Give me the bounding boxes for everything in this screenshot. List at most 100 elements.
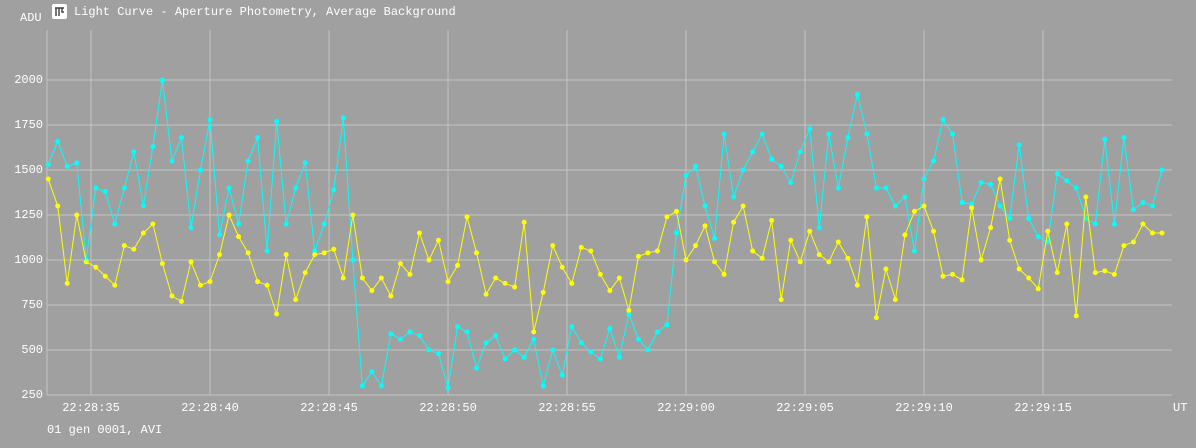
data-point <box>902 232 908 238</box>
data-point <box>807 126 813 132</box>
data-point <box>845 135 851 141</box>
data-point <box>978 257 984 263</box>
x-tick-label: 22:29:00 <box>657 401 715 415</box>
x-tick-label: 22:28:40 <box>181 401 239 415</box>
data-point <box>616 354 622 360</box>
data-point <box>198 282 204 288</box>
data-point <box>1064 178 1070 184</box>
data-point <box>578 244 584 250</box>
data-point <box>597 356 603 362</box>
data-point <box>178 298 184 304</box>
data-point <box>816 225 822 231</box>
data-point <box>445 279 451 285</box>
data-point <box>816 252 822 258</box>
data-point <box>493 333 499 339</box>
data-point <box>635 336 641 342</box>
chart-title: Light Curve - Aperture Photometry, Avera… <box>74 5 456 19</box>
data-point <box>721 131 727 137</box>
data-point <box>378 383 384 389</box>
data-point <box>1026 275 1032 281</box>
data-point <box>940 117 946 123</box>
data-point <box>1159 167 1165 173</box>
data-point <box>531 329 537 335</box>
data-point <box>102 189 108 195</box>
data-point <box>645 347 651 353</box>
data-point <box>178 135 184 141</box>
data-point <box>283 252 289 258</box>
data-point <box>559 372 565 378</box>
data-point <box>274 311 280 317</box>
y-tick-label: 2000 <box>14 73 43 87</box>
data-point <box>264 248 270 254</box>
data-point <box>512 284 518 290</box>
series-line <box>47 79 1163 388</box>
data-point <box>1083 194 1089 200</box>
data-point <box>302 270 308 276</box>
data-point <box>436 351 442 357</box>
data-point <box>236 234 242 240</box>
data-point <box>93 264 99 270</box>
data-point <box>1092 221 1098 227</box>
data-point <box>997 203 1003 209</box>
data-point <box>1111 221 1117 227</box>
data-point <box>521 354 527 360</box>
data-point <box>550 243 556 249</box>
data-point <box>426 347 432 353</box>
data-point <box>102 273 108 279</box>
x-tick-label: 22:29:05 <box>776 401 834 415</box>
data-point <box>74 160 80 166</box>
data-point <box>321 221 327 227</box>
data-point <box>283 221 289 227</box>
data-point <box>702 203 708 209</box>
x-tick-label: 22:28:50 <box>419 401 477 415</box>
data-point <box>350 212 356 218</box>
data-point <box>569 280 575 286</box>
data-point <box>131 149 137 155</box>
data-point <box>226 185 232 191</box>
data-point <box>1102 136 1108 142</box>
data-point <box>474 365 480 371</box>
data-point <box>892 297 898 303</box>
data-point <box>693 163 699 169</box>
data-point <box>654 329 660 335</box>
data-point <box>502 356 508 362</box>
data-point <box>769 156 775 162</box>
data-point <box>150 144 156 150</box>
data-point <box>255 135 261 141</box>
data-point <box>455 262 461 268</box>
data-point <box>788 237 794 243</box>
data-point <box>1130 207 1136 213</box>
data-point <box>312 248 318 254</box>
data-point <box>340 275 346 281</box>
data-point <box>950 131 956 137</box>
data-point <box>236 221 242 227</box>
data-point <box>321 250 327 256</box>
data-point <box>969 201 975 207</box>
data-point <box>293 185 299 191</box>
data-point <box>826 131 832 137</box>
data-point <box>988 181 994 187</box>
data-point <box>693 243 699 249</box>
data-point <box>702 223 708 229</box>
data-point <box>1073 313 1079 319</box>
data-point <box>245 158 251 164</box>
data-point <box>931 158 937 164</box>
data-point <box>493 275 499 281</box>
data-point <box>1035 234 1041 240</box>
data-point <box>264 282 270 288</box>
data-point <box>607 325 613 331</box>
data-point <box>150 221 156 227</box>
data-point <box>683 257 689 263</box>
y-tick-label: 1500 <box>14 163 43 177</box>
data-point <box>540 383 546 389</box>
x-axis-label: UT <box>1173 401 1187 415</box>
footer: 01 gen 0001, AVI <box>47 423 162 437</box>
data-point <box>464 329 470 335</box>
data-point <box>331 246 337 252</box>
data-point <box>217 232 223 238</box>
data-point <box>645 250 651 256</box>
data-point <box>226 212 232 218</box>
data-point <box>93 185 99 191</box>
y-tick-label: 1750 <box>14 118 43 132</box>
data-point <box>911 208 917 214</box>
